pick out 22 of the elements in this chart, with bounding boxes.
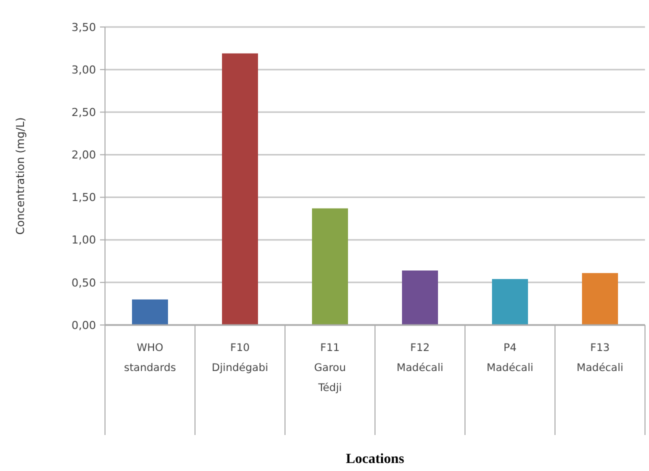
y-tick-label: 1,50 xyxy=(72,191,96,204)
x-tick-label: F10 Djindégabi xyxy=(212,342,268,374)
bar xyxy=(312,208,348,325)
x-tick-label: P4 Madécali xyxy=(486,342,534,374)
x-tick-label: WHO standards xyxy=(124,342,176,374)
y-tick-label: 2,00 xyxy=(72,148,96,162)
y-tick-label: 0,00 xyxy=(72,318,96,332)
bar xyxy=(222,53,258,325)
bar xyxy=(582,273,618,325)
bar xyxy=(402,270,438,325)
y-tick-label: 3,00 xyxy=(72,63,96,76)
x-tick-label: F11 Garou Tédji xyxy=(314,342,346,394)
bar xyxy=(132,299,168,325)
x-tick-label: F13 Madécali xyxy=(576,342,624,374)
x-tick-label: F12 Madécali xyxy=(396,342,444,374)
y-tick-label: 2,50 xyxy=(72,106,96,119)
bar xyxy=(492,279,528,325)
x-axis-title: Locations xyxy=(346,452,405,467)
y-tick-label: 0,50 xyxy=(72,276,96,290)
y-tick-label: 3,50 xyxy=(72,20,96,34)
y-axis-title: Concentration (mg/L) xyxy=(14,117,27,235)
y-tick-label: 1,00 xyxy=(72,234,96,247)
